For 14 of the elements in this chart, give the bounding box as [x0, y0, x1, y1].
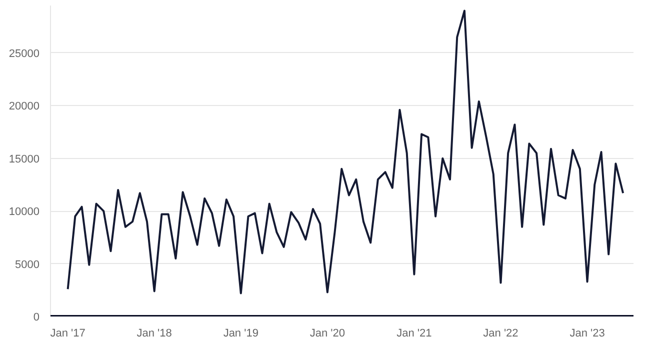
y-tick-label: 10000	[8, 206, 40, 218]
y-tick-label: 0	[33, 312, 40, 324]
x-tick-label: Jan '19	[223, 328, 258, 340]
line-series	[66, 10, 624, 294]
y-tick-label: 15000	[8, 153, 40, 166]
x-tick-label: Jan '22	[483, 328, 518, 340]
x-tick-label: Jan '17	[50, 328, 86, 340]
x-tick-label: Jan '18	[136, 328, 172, 340]
x-tick-label: Jan '20	[310, 328, 345, 340]
x-tick-label: Jan '21	[396, 328, 432, 340]
y-tick-label: 5000	[15, 258, 40, 271]
y-tick-label: 20000	[8, 100, 40, 113]
y-tick-label: 25000	[8, 48, 40, 60]
x-tick-label: Jan '23	[570, 328, 605, 340]
